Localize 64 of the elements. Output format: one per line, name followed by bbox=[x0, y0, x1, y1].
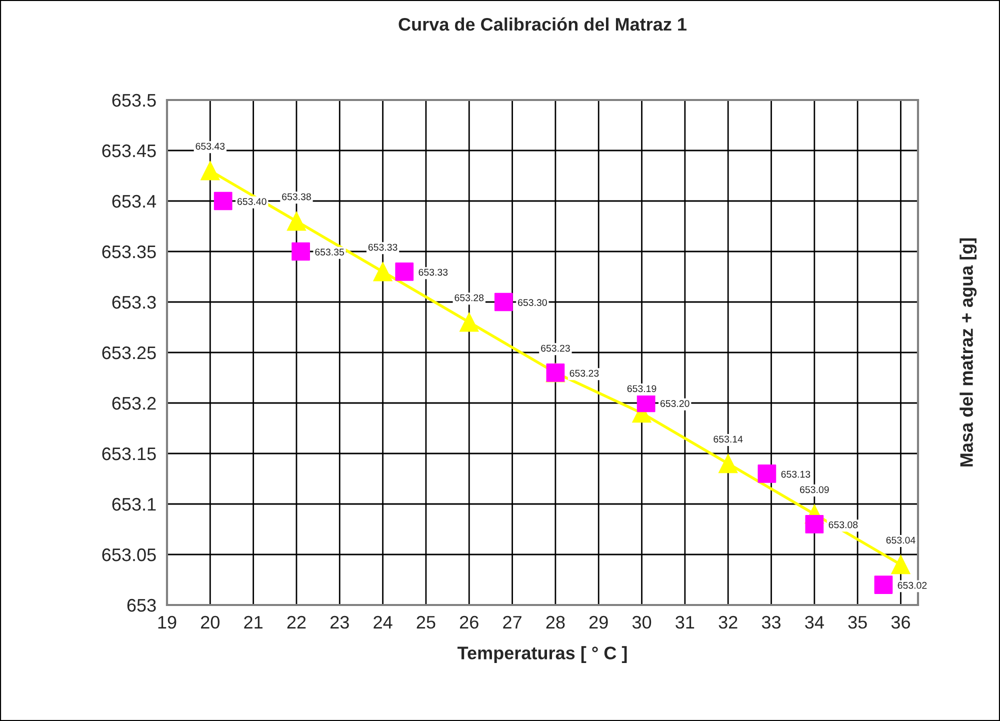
data-label: 653.28 bbox=[454, 294, 484, 302]
x-tick-label: 27 bbox=[503, 616, 522, 628]
point bbox=[373, 262, 392, 282]
data-label: 653.33 bbox=[368, 244, 398, 251]
point bbox=[292, 242, 310, 261]
x-tick-label: 21 bbox=[244, 616, 262, 628]
point bbox=[805, 515, 824, 534]
y-tick-label: 653.05 bbox=[102, 548, 156, 562]
data-label: 653.23 bbox=[541, 344, 570, 352]
data-label: 653.43 bbox=[196, 142, 225, 150]
y-tick-label: 653.45 bbox=[102, 144, 156, 158]
y-tick-label: 653.4 bbox=[112, 194, 156, 208]
x-tick-label: 25 bbox=[416, 616, 436, 629]
point bbox=[636, 394, 656, 412]
data-label: 653.08 bbox=[828, 521, 858, 528]
data-label: 653.33 bbox=[418, 268, 448, 276]
data-label: 653.30 bbox=[518, 299, 547, 306]
x-tick-label: 24 bbox=[374, 616, 392, 628]
x-tick-label: 33 bbox=[762, 616, 780, 629]
data-label: 653.38 bbox=[282, 193, 311, 200]
x-tick-label: 26 bbox=[460, 616, 478, 629]
point bbox=[494, 292, 513, 312]
x-axis-title: Temperaturas [ ° C ] bbox=[457, 646, 627, 663]
data-label: 653.04 bbox=[886, 536, 916, 544]
y-tick-label: 653 bbox=[127, 598, 156, 612]
x-tick-label: 23 bbox=[330, 616, 349, 629]
x-tick-label: 32 bbox=[718, 616, 738, 629]
y-tick-label: 653.5 bbox=[112, 94, 156, 107]
y-tick-label: 653.3 bbox=[112, 296, 156, 309]
data-label: 653.20 bbox=[660, 400, 690, 407]
y-tick-label: 653.1 bbox=[112, 498, 156, 511]
x-tick-label: 35 bbox=[848, 616, 867, 629]
point bbox=[214, 192, 232, 210]
x-tick-label: 19 bbox=[158, 616, 176, 629]
point bbox=[460, 312, 479, 332]
data-label: 653.09 bbox=[800, 486, 829, 494]
y-tick-label: 653.15 bbox=[102, 447, 156, 460]
data-label: 653.02 bbox=[898, 582, 927, 589]
data-label: 653.35 bbox=[315, 248, 344, 256]
x-tick-label: 31 bbox=[676, 616, 694, 629]
x-tick-label: 28 bbox=[546, 616, 565, 629]
point bbox=[200, 161, 220, 180]
chart-title: Curva de Calibración del Matraz 1 bbox=[398, 17, 686, 31]
data-label: 653.40 bbox=[237, 198, 266, 205]
point bbox=[758, 464, 776, 483]
x-tick-label: 22 bbox=[287, 616, 306, 628]
y-tick-label: 653.35 bbox=[102, 245, 156, 258]
data-label: 653.19 bbox=[627, 385, 656, 392]
x-tick-label: 20 bbox=[201, 616, 220, 629]
x-tick-label: 34 bbox=[805, 616, 824, 629]
y-tick-label: 653.25 bbox=[102, 346, 156, 360]
point bbox=[891, 555, 910, 574]
data-label: 653.14 bbox=[714, 436, 743, 443]
point bbox=[395, 262, 414, 281]
y-tick-label: 653.2 bbox=[112, 396, 156, 410]
x-tick-label: 30 bbox=[632, 616, 652, 629]
x-tick-label: 29 bbox=[589, 616, 608, 629]
point bbox=[874, 576, 893, 594]
point bbox=[286, 212, 306, 231]
y-axis-title: Masa del matraz + agua [g] bbox=[960, 238, 977, 466]
point bbox=[718, 454, 738, 474]
data-label: 653.23 bbox=[570, 370, 599, 377]
data-label: 653.13 bbox=[781, 470, 810, 478]
x-tick-label: 36 bbox=[891, 616, 910, 629]
